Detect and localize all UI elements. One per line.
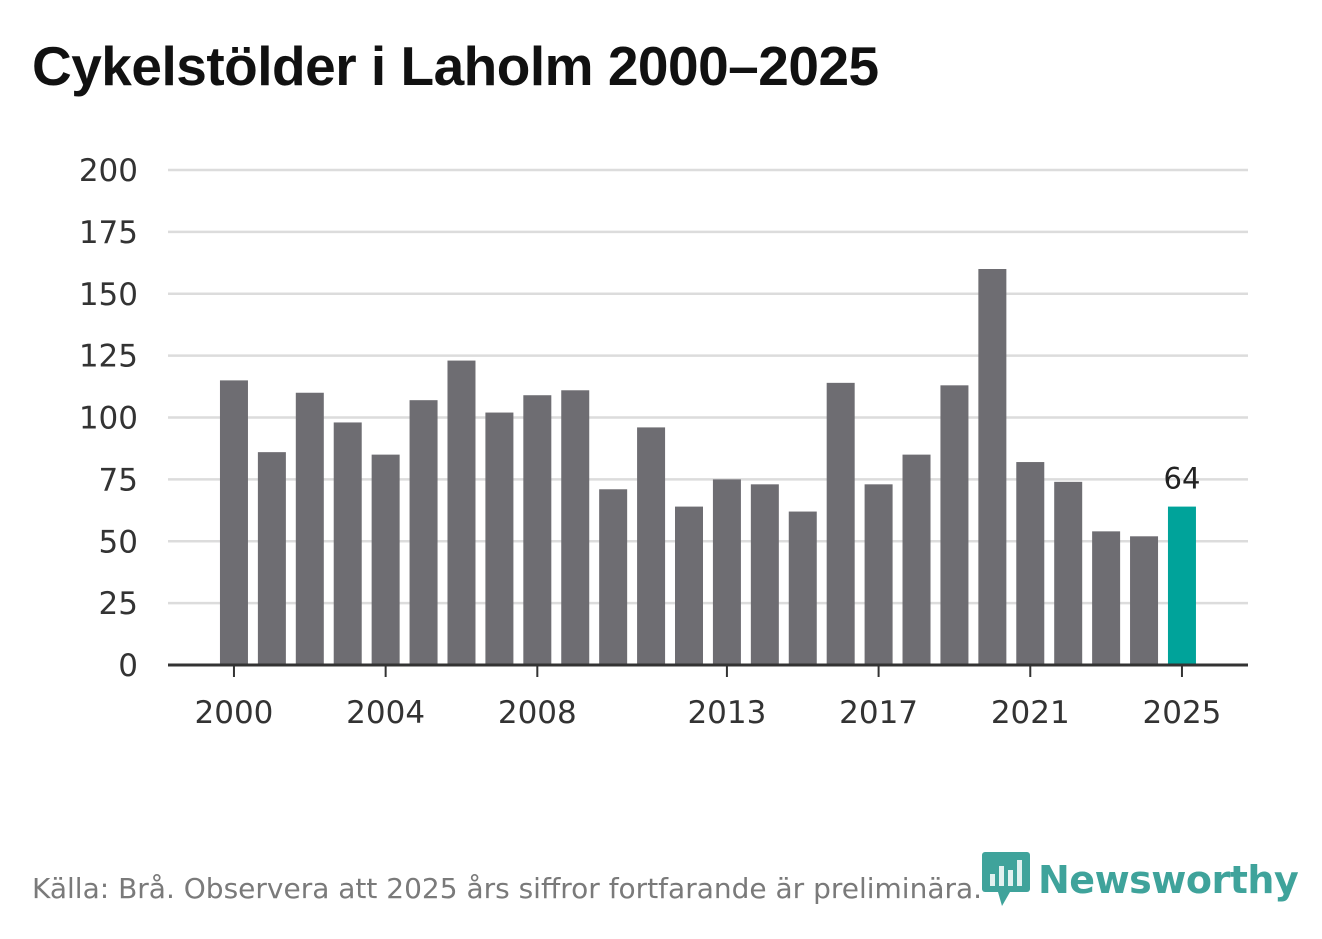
x-tick-label: 2000 xyxy=(195,695,274,731)
x-axis-ticks: 2000 2004 2008 2013 2017 2021 2025 xyxy=(195,665,1222,731)
bar-2006 xyxy=(447,360,476,665)
bar-2000 xyxy=(219,380,248,665)
chart-title: Cykelstölder i Laholm 2000–2025 xyxy=(32,35,879,97)
x-tick-label: 2021 xyxy=(991,695,1070,731)
y-tick-label: 0 xyxy=(118,648,138,684)
bar-2014 xyxy=(750,484,779,665)
bar-2015 xyxy=(788,511,817,665)
bar-2004 xyxy=(371,454,400,665)
data-labels: 64 xyxy=(1164,462,1201,496)
y-tick-label: 150 xyxy=(79,277,138,313)
source-note: Källa: Brå. Observera att 2025 års siffr… xyxy=(32,872,983,905)
brand-logo[interactable]: Newsworthy xyxy=(982,852,1299,908)
bar-2025 xyxy=(1167,506,1196,665)
bar-2012 xyxy=(675,506,703,665)
x-tick-label: 2025 xyxy=(1143,695,1222,731)
x-tick-label: 2017 xyxy=(839,695,918,731)
y-axis-ticks: 0 25 50 75 100 125 150 175 200 xyxy=(79,153,138,684)
y-tick-label: 125 xyxy=(79,339,138,375)
bar-2008 xyxy=(523,395,552,665)
bar-2011 xyxy=(637,427,666,665)
y-tick-label: 175 xyxy=(79,215,138,251)
bar-2009 xyxy=(561,390,590,665)
bar-2018 xyxy=(902,454,931,665)
y-tick-label: 75 xyxy=(99,462,138,498)
data-label-2025: 64 xyxy=(1164,462,1201,496)
bar-2017 xyxy=(864,484,893,665)
y-tick-label: 25 xyxy=(99,586,138,622)
y-tick-label: 200 xyxy=(79,153,138,189)
x-tick-label: 2013 xyxy=(687,695,766,731)
bar-2003 xyxy=(333,422,362,665)
bar-2010 xyxy=(599,489,628,665)
x-tick-label: 2004 xyxy=(346,695,425,731)
bar-2007 xyxy=(485,412,514,665)
x-tick-label: 2008 xyxy=(498,695,577,731)
gridlines xyxy=(168,168,1248,605)
bar-2022 xyxy=(1054,481,1083,665)
y-tick-label: 50 xyxy=(99,524,138,560)
bar-2021 xyxy=(1016,462,1045,665)
newsworthy-logo-icon xyxy=(982,852,1030,906)
bars xyxy=(219,269,1196,665)
bar-2023 xyxy=(1092,531,1121,665)
bar-2013 xyxy=(712,479,741,665)
bar-2016 xyxy=(826,382,855,665)
bar-2002 xyxy=(295,392,324,665)
bar-2005 xyxy=(409,400,438,665)
y-tick-label: 100 xyxy=(79,401,138,437)
bar-2001 xyxy=(257,452,286,665)
bar-2024 xyxy=(1130,536,1159,665)
bar-2020 xyxy=(978,269,1007,665)
brand-name: Newsworthy xyxy=(1038,858,1299,902)
bar-2019 xyxy=(940,385,969,665)
